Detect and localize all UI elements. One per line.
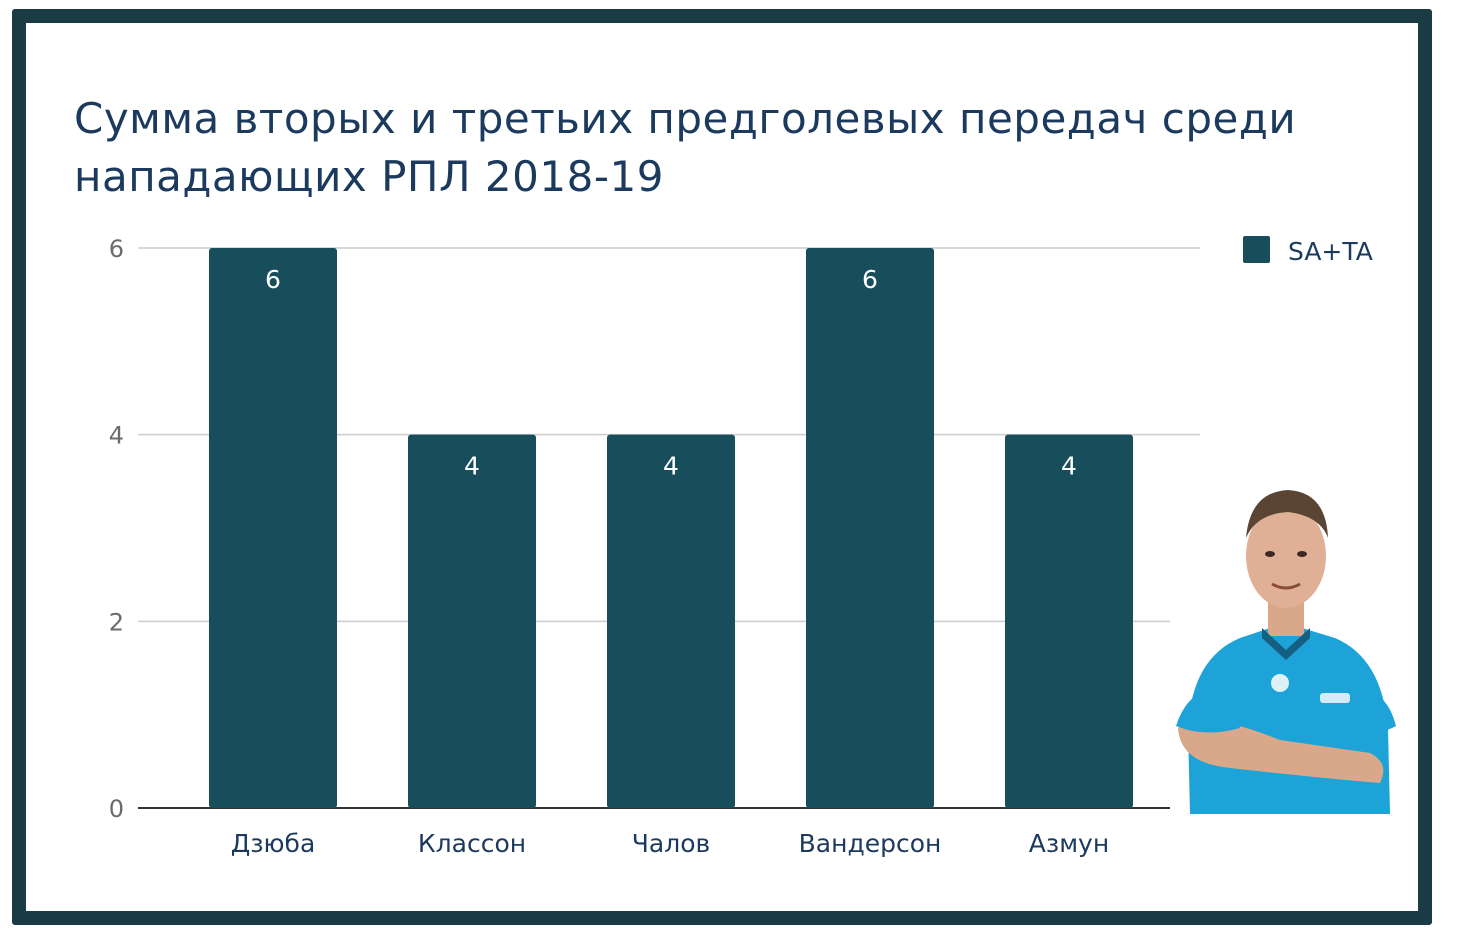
y-tick-label: 0 (109, 795, 124, 823)
y-tick-label: 6 (109, 235, 124, 263)
data-label: 6 (862, 265, 878, 294)
legend-swatch (1243, 236, 1270, 263)
x-axis-labels: Дзюба Классон Чалов Вандерсон Азмун (231, 829, 1110, 858)
y-axis-ticks: 0 2 4 6 (109, 235, 124, 823)
bar (408, 434, 536, 808)
legend: SA+TA (1243, 236, 1373, 266)
data-label: 6 (265, 265, 281, 294)
data-labels: 6 4 4 6 4 (265, 265, 1077, 481)
y-tick-label: 2 (109, 608, 124, 636)
chart-title: Сумма вторых и третьих предголевых перед… (74, 94, 1297, 201)
bars (209, 248, 1133, 808)
x-tick-label: Чалов (632, 829, 710, 858)
player-photo (1170, 478, 1402, 814)
data-label: 4 (464, 452, 480, 481)
x-tick-label: Вандерсон (799, 829, 942, 858)
data-label: 4 (663, 452, 679, 481)
bar (1005, 434, 1133, 808)
bar (209, 248, 337, 808)
data-label: 4 (1061, 452, 1077, 481)
x-tick-label: Азмун (1029, 829, 1109, 858)
bar (607, 434, 735, 808)
player-photo-icon (1176, 490, 1396, 814)
x-tick-label: Дзюба (231, 829, 316, 858)
x-tick-label: Классон (418, 829, 526, 858)
legend-label: SA+TA (1288, 237, 1373, 266)
y-tick-label: 4 (109, 422, 124, 450)
bar (806, 248, 934, 808)
